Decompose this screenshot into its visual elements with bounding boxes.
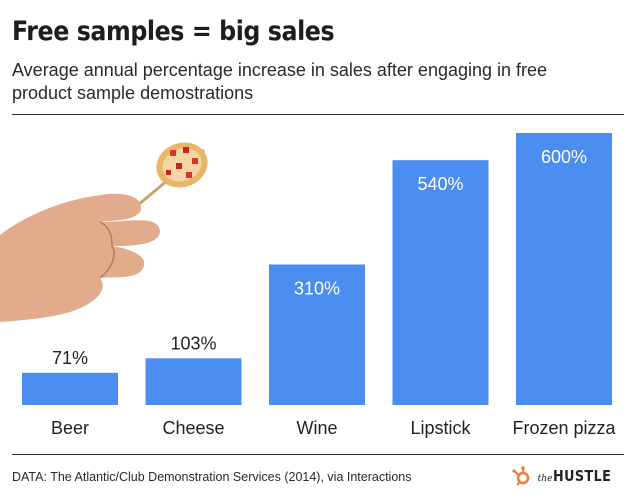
category-label: Frozen pizza xyxy=(512,418,616,438)
value-labels-group: 71% 103% 310% 540% 600% xyxy=(52,147,587,368)
value-label: 310% xyxy=(294,278,340,298)
brand-wordmark-small: the xyxy=(537,474,553,484)
top-divider xyxy=(12,114,624,115)
value-label: 71% xyxy=(52,348,88,368)
chart-subtitle: Average annual percentage increase in sa… xyxy=(12,60,548,103)
value-label: 540% xyxy=(417,174,463,194)
bottom-divider xyxy=(12,454,624,455)
category-label: Wine xyxy=(296,418,337,438)
hand-holding-pizza-illustration xyxy=(0,142,208,322)
category-label: Beer xyxy=(51,418,89,438)
bar-frozen-pizza xyxy=(516,133,612,405)
brand-logo: the HUSTLE xyxy=(512,466,622,486)
chart-title: Free samples = big sales xyxy=(12,16,335,47)
bars-group xyxy=(22,133,612,405)
source-note: DATA: The Atlantic/Club Demonstration Se… xyxy=(12,470,412,484)
category-labels-group: Beer Cheese Wine Lipstick Frozen pizza xyxy=(51,418,617,438)
brand-wordmark: HUSTLE xyxy=(553,467,612,485)
bar-cheese xyxy=(145,358,242,405)
value-label: 600% xyxy=(541,147,587,167)
category-label: Lipstick xyxy=(410,418,471,438)
value-label: 103% xyxy=(170,333,216,353)
bar-wine xyxy=(269,264,365,405)
bar-beer xyxy=(22,372,118,405)
bar-lipstick xyxy=(392,160,489,405)
category-label: Cheese xyxy=(162,418,224,438)
hubspot-sprocket-icon xyxy=(512,466,529,486)
